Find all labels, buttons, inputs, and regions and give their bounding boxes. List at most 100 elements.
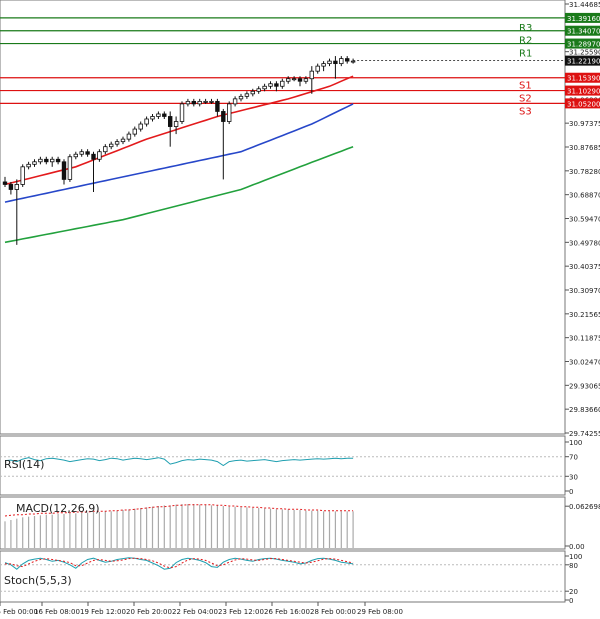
candle-body-down	[85, 151, 90, 155]
candle	[244, 91, 250, 99]
price-tick-label: 30.68870	[569, 192, 600, 200]
time-tick-label: 29 Feb 08:00	[357, 608, 403, 616]
price-tick-label: 29.74255	[569, 430, 600, 438]
level-label-s2: S2	[519, 94, 532, 105]
level-label-r2: R2	[519, 36, 532, 47]
candle	[238, 93, 244, 102]
time-tick-label: 22 Feb 04:00	[172, 608, 218, 616]
candle	[256, 86, 261, 94]
candle-body-up	[244, 93, 250, 97]
candle	[91, 151, 96, 192]
candle-body-down	[215, 100, 220, 112]
candle	[215, 98, 220, 117]
rsi-panel	[0, 435, 566, 496]
candle	[303, 76, 309, 84]
time-tick-label: 20 Feb 20:00	[126, 608, 172, 616]
rsi-tick-label: 70	[569, 454, 578, 462]
level-value-s2: 31.10290	[567, 88, 600, 96]
candle-body-up	[256, 88, 261, 92]
current-price-tag	[565, 55, 600, 66]
price-tick-label: 30.30970	[569, 287, 600, 295]
candle	[109, 141, 114, 150]
rsi-title: RSI(14)	[4, 458, 44, 471]
candle	[262, 83, 267, 92]
price-tick-label: 30.11875	[569, 335, 600, 343]
stoch-tick-label: 0	[569, 597, 573, 605]
time-tick-label: 15 Feb 00:00	[0, 608, 38, 616]
candle-body-up	[138, 123, 143, 130]
candle-body-up	[144, 118, 149, 125]
macd-indicator: 0.062698 0.00	[4, 503, 600, 551]
candle	[167, 111, 173, 147]
candle	[138, 121, 143, 132]
candle-body-up	[38, 158, 43, 163]
candle	[339, 56, 344, 67]
level-value-s1: 31.15390	[567, 75, 600, 83]
candle	[103, 144, 108, 155]
candle-body-up	[50, 158, 55, 163]
price-tick-label: 30.49780	[569, 239, 600, 247]
candle-body-up	[203, 100, 208, 103]
candle	[50, 156, 55, 167]
candle-body-up	[303, 78, 309, 82]
price-tick-label: 29.93065	[569, 382, 600, 390]
candle-body-up	[173, 121, 179, 127]
candle	[156, 111, 161, 119]
candle-body-up	[209, 100, 214, 103]
stoch-line-1	[5, 557, 354, 569]
level-tag-s3	[565, 98, 600, 109]
level-value-s3: 31.05200	[567, 100, 600, 108]
candle	[179, 101, 185, 125]
candle	[120, 136, 126, 145]
level-tag-s2	[565, 85, 600, 96]
candle	[126, 131, 132, 142]
candle	[344, 56, 350, 64]
candle-body-up	[32, 161, 37, 165]
candle-body-down	[91, 153, 96, 160]
current-price-value: 31.22190	[567, 58, 600, 66]
price-tick-label: 30.40375	[569, 263, 600, 271]
candle-body-up	[20, 166, 25, 185]
candle	[191, 98, 196, 107]
candle	[185, 98, 191, 107]
candle-body-down	[162, 113, 167, 117]
candle	[315, 63, 320, 74]
candle	[26, 161, 31, 170]
candle	[32, 159, 37, 167]
candle-body-down	[55, 158, 61, 163]
candle-body-up	[268, 83, 273, 87]
macd-tick-label: 0.062698	[569, 503, 600, 511]
candle	[268, 81, 273, 89]
rsi-tick-label: 30	[569, 473, 578, 481]
time-tick-label: 16 Feb 08:00	[34, 608, 80, 616]
candle	[232, 96, 238, 107]
candle	[333, 56, 338, 79]
candle	[280, 78, 285, 89]
candle	[350, 58, 356, 64]
candle-body-down	[191, 100, 196, 105]
current-price: 31.22190	[353, 55, 600, 66]
level-tag-r2	[565, 25, 600, 36]
candle-body-up	[250, 90, 255, 95]
candle	[226, 101, 232, 125]
rsi-tick-label: 100	[569, 439, 582, 447]
price-tick-label: 30.87685	[569, 144, 600, 152]
candle	[209, 98, 214, 104]
candle	[97, 149, 102, 162]
candle-body-up	[132, 128, 137, 135]
candle	[38, 156, 43, 165]
price-tick-label: 31.25590	[569, 49, 600, 57]
candle-body-up	[126, 133, 132, 140]
candle-body-up	[185, 100, 191, 105]
candle	[309, 66, 314, 94]
candle	[285, 76, 291, 84]
candle-body-up	[285, 78, 291, 82]
stoch-line-0	[4, 557, 354, 570]
candle-body-up	[73, 153, 78, 158]
candle	[44, 156, 49, 165]
candle-body-up	[321, 63, 326, 67]
candle	[197, 98, 202, 107]
level-value-r2: 31.34070	[567, 28, 600, 36]
